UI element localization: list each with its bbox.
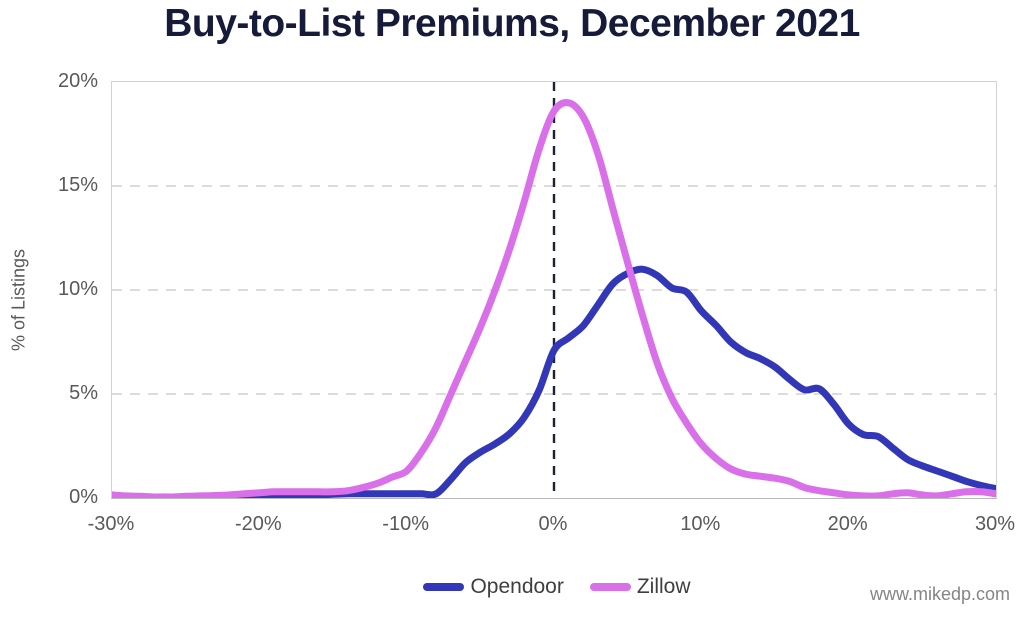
legend-item-opendoor[interactable]: Opendoor <box>423 575 564 599</box>
y-tick-10%: 10% <box>57 278 98 300</box>
y-tick-20%: 20% <box>57 70 98 92</box>
x-tick-30%: 30% <box>974 513 1016 535</box>
y-tick-0%: 0% <box>69 486 98 508</box>
x-tick--10%: -10% <box>382 513 429 535</box>
legend: Opendoor Zillow <box>45 575 1024 599</box>
legend-label-opendoor: Opendoor <box>470 575 564 598</box>
x-tick--30%: -30% <box>87 513 135 535</box>
watermark: www.mikedp.com <box>869 584 1010 604</box>
y-tick-15%: 15% <box>57 174 98 196</box>
zillow-line <box>112 99 996 498</box>
y-tick-5%: 5% <box>69 382 98 404</box>
x-tick-10%: 10% <box>680 513 721 535</box>
opendoor-line <box>112 265 996 498</box>
legend-item-zillow[interactable]: Zillow <box>589 575 691 599</box>
chart-lines-svg <box>112 82 996 498</box>
plot-area <box>111 81 997 499</box>
x-tick-20%: 20% <box>827 513 868 535</box>
y-axis-title: % of Listings <box>8 248 29 352</box>
zillow-line-swatch <box>589 583 631 591</box>
opendoor-line-swatch <box>423 583 465 591</box>
legend-label-zillow: Zillow <box>636 575 691 598</box>
x-tick--20%: -20% <box>234 513 282 535</box>
x-tick-0%: 0% <box>538 513 568 535</box>
chart-title: Buy-to-List Premiums, December 2021 <box>164 2 860 45</box>
